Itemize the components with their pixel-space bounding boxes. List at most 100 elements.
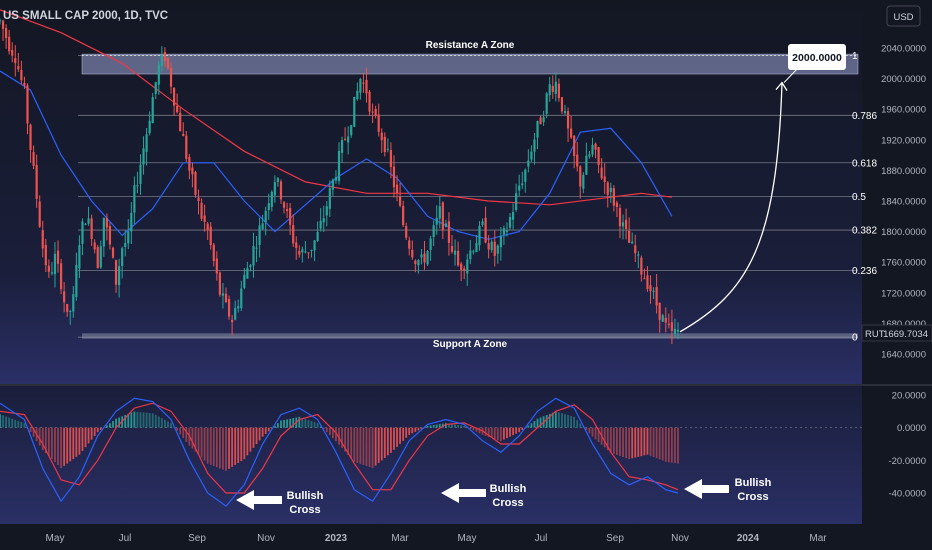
candle-body[interactable] — [347, 136, 350, 143]
candle-body[interactable] — [478, 226, 481, 246]
candle-body[interactable] — [615, 202, 619, 207]
candle-body[interactable] — [359, 79, 362, 93]
candle-body[interactable] — [463, 268, 466, 271]
candle-body[interactable] — [576, 154, 579, 167]
candle-body[interactable] — [182, 133, 185, 136]
candle-body[interactable] — [340, 139, 344, 153]
candle-body[interactable] — [368, 91, 371, 112]
candle-body[interactable] — [127, 231, 130, 244]
candle-body[interactable] — [423, 253, 426, 263]
candle-body[interactable] — [44, 244, 47, 266]
candle-body[interactable] — [582, 174, 585, 189]
candle-body[interactable] — [87, 218, 90, 224]
candle-body[interactable] — [609, 187, 612, 193]
candle-body[interactable] — [652, 290, 655, 292]
candle-body[interactable] — [655, 287, 658, 306]
candle-body[interactable] — [408, 240, 411, 249]
candle-body[interactable] — [386, 148, 389, 150]
candle-body[interactable] — [521, 183, 524, 186]
resistance-zone[interactable] — [81, 53, 859, 75]
candle-body[interactable] — [597, 147, 600, 165]
candle-body[interactable] — [142, 148, 145, 165]
candle-body[interactable] — [136, 185, 139, 187]
candle-body[interactable] — [118, 266, 121, 286]
candle-body[interactable] — [237, 306, 240, 309]
candle-body[interactable] — [69, 311, 72, 313]
candle-body[interactable] — [557, 83, 560, 99]
candle-body[interactable] — [460, 263, 463, 270]
candle-body[interactable] — [8, 36, 11, 52]
time-axis[interactable]: May Jul Sep Nov 2023 Mar May Jul Sep Nov 2024 Mar — [46, 533, 828, 544]
candle-body[interactable] — [457, 250, 460, 266]
candle-body[interactable] — [75, 264, 78, 298]
candle-body[interactable] — [548, 84, 551, 96]
candle-body[interactable] — [493, 241, 496, 257]
candle-body[interactable] — [105, 218, 108, 228]
candle-body[interactable] — [646, 275, 649, 289]
candle-body[interactable] — [414, 260, 417, 265]
candle-body[interactable] — [661, 315, 664, 322]
candle-body[interactable] — [176, 106, 179, 113]
candle-body[interactable] — [206, 223, 209, 231]
candle-body[interactable] — [102, 217, 105, 247]
candle-body[interactable] — [664, 317, 667, 323]
candle-body[interactable] — [304, 251, 307, 253]
candle-body[interactable] — [218, 272, 221, 295]
candle-body[interactable] — [429, 238, 432, 250]
candle-body[interactable] — [496, 245, 499, 254]
candle-body[interactable] — [640, 257, 643, 275]
candle-body[interactable] — [411, 249, 414, 258]
candle-body[interactable] — [133, 185, 136, 213]
candle-body[interactable] — [444, 223, 447, 227]
candle-body[interactable] — [163, 51, 167, 62]
candle-body[interactable] — [5, 28, 8, 39]
candle-body[interactable] — [301, 249, 304, 253]
candle-body[interactable] — [298, 251, 301, 255]
candle-body[interactable] — [270, 191, 273, 207]
candle-body[interactable] — [499, 235, 502, 248]
candle-body[interactable] — [536, 121, 539, 138]
candle-body[interactable] — [600, 167, 603, 179]
candle-body[interactable] — [621, 222, 625, 227]
candle-body[interactable] — [533, 139, 536, 152]
candle-body[interactable] — [59, 263, 63, 290]
candle-body[interactable] — [307, 252, 310, 254]
candle-body[interactable] — [649, 285, 652, 292]
candle-body[interactable] — [108, 225, 112, 245]
candle-body[interactable] — [554, 81, 557, 94]
bullish-cross-annotation-1[interactable]: Bullish Cross — [236, 490, 324, 516]
candle-body[interactable] — [566, 111, 570, 129]
candle-body[interactable] — [32, 151, 35, 166]
candle-body[interactable] — [145, 134, 148, 152]
candle-body[interactable] — [545, 93, 548, 114]
candle-body[interactable] — [148, 120, 151, 134]
candle-body[interactable] — [20, 69, 23, 81]
candle-body[interactable] — [515, 193, 518, 210]
candle-body[interactable] — [365, 79, 368, 94]
candle-body[interactable] — [99, 246, 102, 268]
candle-body[interactable] — [172, 87, 176, 106]
candle-body[interactable] — [313, 240, 316, 251]
candle-body[interactable] — [292, 225, 295, 244]
candle-body[interactable] — [570, 128, 573, 138]
candle-body[interactable] — [53, 253, 57, 275]
candle-body[interactable] — [78, 245, 81, 269]
symbol-title[interactable]: US SMALL CAP 2000, 1D, TVC — [3, 10, 168, 22]
candle-body[interactable] — [511, 212, 515, 220]
bullish-cross-annotation-3[interactable]: Bullish Cross — [684, 477, 772, 503]
candle-body[interactable] — [432, 225, 435, 237]
candle-body[interactable] — [224, 293, 228, 302]
candle-body[interactable] — [231, 319, 234, 323]
candle-body[interactable] — [215, 258, 218, 274]
candle-body[interactable] — [17, 66, 20, 70]
candle-body[interactable] — [84, 224, 87, 226]
candle-body[interactable] — [637, 254, 640, 256]
candle-body[interactable] — [490, 241, 493, 251]
candle-body[interactable] — [673, 328, 677, 334]
candle-body[interactable] — [518, 185, 521, 191]
candle-body[interactable] — [377, 114, 380, 132]
candle-body[interactable] — [90, 218, 93, 240]
candle-body[interactable] — [267, 203, 270, 211]
candle-body[interactable] — [398, 196, 402, 206]
